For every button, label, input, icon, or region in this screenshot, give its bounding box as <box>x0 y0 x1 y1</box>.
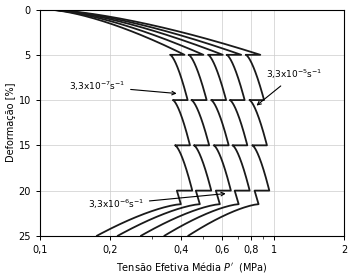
X-axis label: Tensão Efetiva Média $P^{\prime}$  (MPa): Tensão Efetiva Média $P^{\prime}$ (MPa) <box>116 260 268 274</box>
Text: 3,3x10$^{-5}$s$^{-1}$: 3,3x10$^{-5}$s$^{-1}$ <box>257 68 323 105</box>
Y-axis label: Deformação [%]: Deformação [%] <box>6 83 16 162</box>
Text: 3,3x10$^{-6}$s$^{-1}$: 3,3x10$^{-6}$s$^{-1}$ <box>88 192 225 211</box>
Text: 3,3x10$^{-7}$s$^{-1}$: 3,3x10$^{-7}$s$^{-1}$ <box>69 80 175 95</box>
